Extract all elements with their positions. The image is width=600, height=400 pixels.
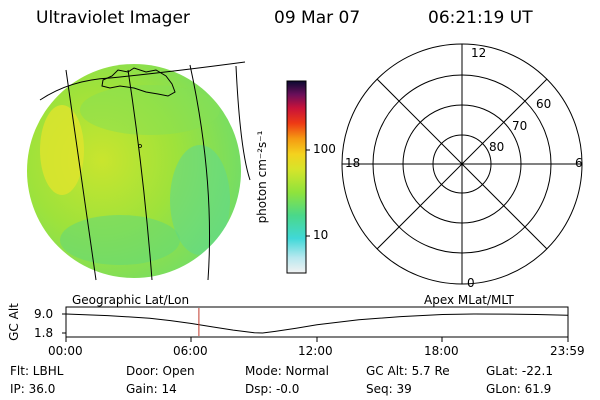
- mode-status: Mode: Normal: [245, 364, 329, 378]
- longitude-line-2: [127, 69, 153, 281]
- x-tick-label-0: 00:00: [48, 344, 83, 358]
- mlt-label-18: 18: [345, 156, 361, 170]
- disk-features: [40, 85, 230, 265]
- apex-label: Apex MLat/MLT: [424, 293, 514, 307]
- colorbar-scale: [286, 80, 307, 274]
- gc-alt-status: GC Alt: 5.7 Re: [366, 364, 450, 378]
- time-label: 06:21:19 UT: [428, 8, 533, 28]
- longitude-line-4: [235, 65, 251, 181]
- colorbar-label-10: 10: [313, 228, 329, 242]
- earth-image: [27, 61, 251, 281]
- colorbar-unit-label: photon cm⁻²s⁻¹: [255, 130, 269, 224]
- ip-status: IP: 36.0: [10, 382, 56, 396]
- x-tick-label-12: 12:00: [298, 344, 333, 358]
- dsp-status: Dsp: -0.0: [245, 382, 300, 396]
- longitude-line-1: [65, 69, 97, 281]
- polar-diagonal-2: [376, 78, 548, 250]
- colorbar-label-100: 100: [313, 142, 336, 156]
- date-label: 09 Mar 07: [274, 8, 361, 28]
- glat-status: GLat: -22.1: [486, 364, 553, 378]
- longitude-line-3: [189, 64, 211, 281]
- mlt-label-12: 12: [471, 46, 487, 60]
- geographic-label: Geographic Lat/Lon: [72, 293, 190, 307]
- y-tick-label-1-8: 1.8: [34, 326, 54, 340]
- altitude-panel: [62, 306, 569, 342]
- x-tick-label-18: 18:00: [424, 344, 459, 358]
- colorbar: [286, 80, 310, 274]
- lat-label-80: 80: [489, 140, 505, 154]
- filter-status: Flt: LBHL: [10, 364, 64, 378]
- gain-status: Gain: 14: [126, 382, 177, 396]
- y-tick-label-9: 9.0: [34, 307, 54, 321]
- seq-status: Seq: 39: [366, 382, 412, 396]
- x-tick-label-6: 06:00: [173, 344, 208, 358]
- lat-label-60: 60: [536, 97, 552, 111]
- latitude-line: [39, 61, 246, 101]
- altitude-curve: [65, 313, 568, 334]
- coastline: [101, 67, 176, 97]
- lat-label-70: 70: [512, 119, 528, 133]
- instrument-title: Ultraviolet Imager: [36, 8, 190, 28]
- glon-status: GLon: 61.9: [486, 382, 552, 396]
- door-status: Door: Open: [126, 364, 195, 378]
- altitude-panel-frame: [65, 306, 569, 338]
- mlt-label-6: 6: [575, 156, 583, 170]
- mlt-label-0: 0: [467, 276, 475, 290]
- polar-plot: [341, 43, 583, 285]
- x-tick-label-24: 23:59: [550, 344, 585, 358]
- y-axis-label: GC Alt: [7, 303, 21, 341]
